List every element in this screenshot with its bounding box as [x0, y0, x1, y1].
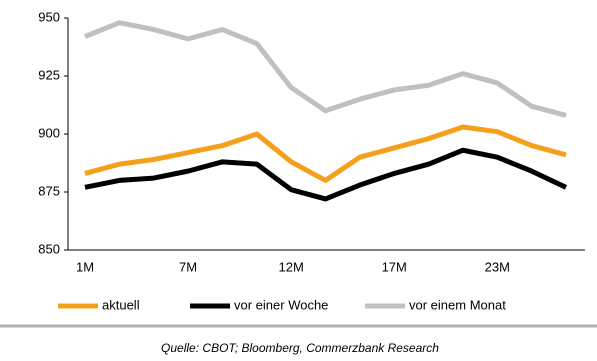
y-tick-label: 900	[38, 125, 60, 140]
legend-label: aktuell	[102, 297, 140, 312]
y-tick-label: 925	[38, 67, 60, 82]
y-tick-label: 950	[38, 9, 60, 24]
legend-label: vor einer Woche	[234, 297, 328, 312]
y-tick-label: 850	[38, 241, 60, 256]
legend-label: vor einem Monat	[409, 297, 506, 312]
x-tick-label: 12M	[278, 259, 303, 274]
line-series	[84, 20, 567, 118]
x-tick-label: 17M	[382, 259, 407, 274]
y-tick-label: 875	[38, 183, 60, 198]
x-tick-label: 1M	[76, 259, 94, 274]
line-series	[84, 147, 568, 202]
source: Quelle: CBOT; Bloomberg, Commerzbank Res…	[161, 341, 439, 355]
line-series	[84, 124, 567, 183]
x-tick-label: 7M	[179, 259, 197, 274]
x-tick-label: 23M	[485, 259, 510, 274]
